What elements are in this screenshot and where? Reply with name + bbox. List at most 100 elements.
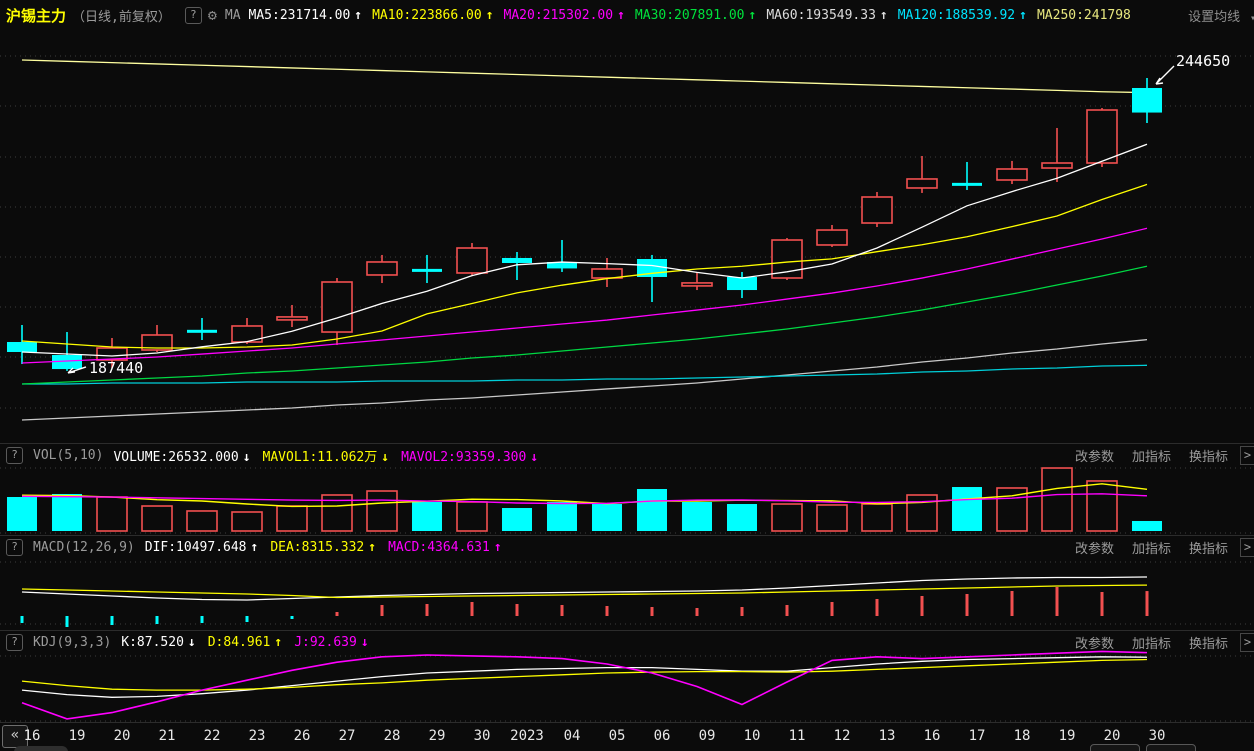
down-arrow-icon: ↓	[381, 449, 390, 465]
down-arrow-icon: ↓	[530, 449, 539, 465]
up-arrow-icon: ↑	[1019, 7, 1027, 23]
change-params-button[interactable]: 改参数	[1074, 449, 1114, 465]
dif-value: DIF:10497.648	[144, 539, 247, 555]
axis-date-label: 21	[158, 728, 176, 744]
up-arrow-icon: ↑	[250, 539, 259, 555]
change-params-button[interactable]: 改参数	[1074, 636, 1114, 652]
down-arrow-icon: ↓	[360, 634, 369, 650]
axis-date-label: 09	[698, 728, 716, 744]
chart-mode-label: （日线,前复权）	[72, 9, 171, 25]
kdj-pane-buttons: 改参数 加指标 换指标	[1075, 633, 1228, 652]
macd-values-group: DIF:10497.648 ↑ DEA:8315.332 ↑ MACD:4364.631…	[145, 540, 514, 555]
top-header: 沪锡主力 （日线,前复权） ? ⚙ MA MA5:231714.00 ↑ MA10:…	[0, 0, 1254, 30]
up-arrow-icon: ↑	[485, 7, 494, 23]
expand-pane-icon[interactable]: >	[1240, 538, 1254, 557]
axis-date-label: 19	[1058, 728, 1076, 744]
axis-date-label: 22	[203, 728, 221, 744]
axis-date-label: 27	[338, 728, 356, 744]
j-value: J:92.639	[294, 634, 357, 650]
macd-indicator-name: MACD(12,26,9)	[33, 539, 135, 555]
axis-date-label: 13	[878, 728, 896, 744]
ma20-value: MA20:215302.00	[503, 7, 614, 23]
kdj-indicator-name: KDJ(9,3,3)	[33, 634, 112, 650]
up-arrow-icon: ↑	[274, 634, 283, 650]
axis-date-label: 30	[1148, 728, 1166, 744]
volume-pane-header: ? VOL(5,10) VOLUME:26532.000 ↓ MAVOL1:11.0…	[0, 444, 1254, 466]
kdj-values-group: K:87.520 ↓ D:84.961 ↑ J:92.639 ↓	[121, 635, 380, 650]
partial-button[interactable]	[1090, 744, 1140, 751]
axis-date-label: 29	[428, 728, 446, 744]
vol-values-group: VOLUME:26532.000 ↓ MAVOL1:11.062万 ↓ MAVOL2:9…	[113, 446, 550, 465]
ma-group-label: MA	[224, 7, 241, 23]
axis-date-label: 04	[563, 728, 581, 744]
axis-date-label: 12	[833, 728, 851, 744]
axis-date-label: 28	[383, 728, 401, 744]
symbol-title: 沪锡主力	[6, 6, 67, 25]
axis-date-label: 18	[1013, 728, 1031, 744]
ma-settings-label: 设置均线	[1188, 9, 1241, 25]
axis-date-label: 05	[608, 728, 626, 744]
axis-date-label: 06	[653, 728, 671, 744]
up-arrow-icon: ↑	[354, 7, 363, 23]
add-indicator-button[interactable]: 加指标	[1131, 449, 1171, 465]
caret-down-icon: ▾	[1249, 12, 1254, 24]
ma30-value: MA30:207891.00	[634, 7, 745, 23]
axis-date-label: 2023	[510, 728, 544, 744]
low-price-callout: 187440	[89, 359, 143, 377]
down-arrow-icon: ↓	[187, 634, 196, 650]
help-icon[interactable]: ?	[6, 633, 23, 651]
expand-pane-icon[interactable]: >	[1240, 633, 1254, 652]
add-indicator-button[interactable]: 加指标	[1131, 541, 1171, 557]
axis-date-label: 19	[68, 728, 86, 744]
vol-indicator-name: VOL(5,10)	[33, 447, 104, 463]
mavol2-value: MAVOL2:93359.300	[401, 449, 527, 465]
up-arrow-icon: ↑	[368, 539, 377, 555]
help-icon[interactable]: ?	[6, 538, 23, 556]
up-arrow-icon: ↑	[748, 7, 757, 23]
ma-values-group: MA5:231714.00 ↑ MA10:223866.00 ↑ MA20:215302…	[249, 8, 1135, 23]
add-indicator-button[interactable]: 加指标	[1131, 636, 1171, 652]
dea-value: DEA:8315.332	[270, 539, 365, 555]
partial-button[interactable]	[1146, 744, 1196, 751]
help-icon[interactable]: ?	[184, 6, 202, 24]
macd-pane-header: ? MACD(12,26,9) DIF:10497.648 ↑ DEA:8315.3…	[0, 536, 1254, 558]
switch-indicator-button[interactable]: 换指标	[1188, 449, 1228, 465]
up-arrow-icon: ↑	[493, 539, 502, 555]
expand-pane-icon[interactable]: >	[1240, 446, 1254, 465]
help-icon[interactable]: ?	[6, 446, 23, 464]
axis-date-label: 16	[23, 728, 41, 744]
settings-gear-icon[interactable]: ⚙	[207, 6, 217, 24]
ma60-value: MA60:193549.33	[766, 7, 876, 23]
ma5-value: MA5:231714.00	[248, 7, 351, 23]
ma10-value: MA10:223866.00	[372, 7, 482, 23]
change-params-button[interactable]: 改参数	[1074, 541, 1114, 557]
up-arrow-icon: ↑	[879, 7, 888, 23]
up-arrow-icon: ↑	[617, 7, 625, 23]
axis-date-label: 20	[1103, 728, 1121, 744]
ma250-value: MA250:241798	[1036, 7, 1131, 23]
mavol1-value: MAVOL1:11.062万	[262, 449, 378, 465]
axis-date-label: 16	[923, 728, 941, 744]
k-value: K:87.520	[121, 634, 184, 650]
axis-date-label: 11	[788, 728, 806, 744]
macd-value: MACD:4364.631	[388, 539, 490, 555]
vol-pane-buttons: 改参数 加指标 换指标	[1075, 446, 1228, 465]
axis-date-label: 20	[113, 728, 131, 744]
axis-date-label: 23	[248, 728, 266, 744]
d-value: D:84.961	[207, 634, 271, 650]
kdj-pane-header: ? KDJ(9,3,3) K:87.520 ↓ D:84.961 ↑ J:92.639 ↓…	[0, 631, 1254, 653]
ma120-value: MA120:188539.92	[897, 7, 1016, 23]
time-axis: « 16 19 20 21 22 23 26 27 28 29 30 2023 04 05 06 09 10 11…	[0, 723, 1254, 751]
high-price-callout: 244650	[1176, 52, 1230, 70]
partial-scrollbar[interactable]	[14, 746, 68, 751]
switch-indicator-button[interactable]: 换指标	[1188, 541, 1228, 557]
axis-date-label: 26	[293, 728, 311, 744]
axis-date-label: 10	[743, 728, 761, 744]
volume-value: VOLUME:26532.000	[113, 449, 239, 465]
axis-date-label: 17	[968, 728, 986, 744]
axis-date-label: 30	[473, 728, 491, 744]
switch-indicator-button[interactable]: 换指标	[1188, 636, 1228, 652]
ma-settings-button[interactable]: 设置均线 ▾	[1188, 6, 1254, 25]
macd-pane-buttons: 改参数 加指标 换指标	[1075, 538, 1228, 557]
